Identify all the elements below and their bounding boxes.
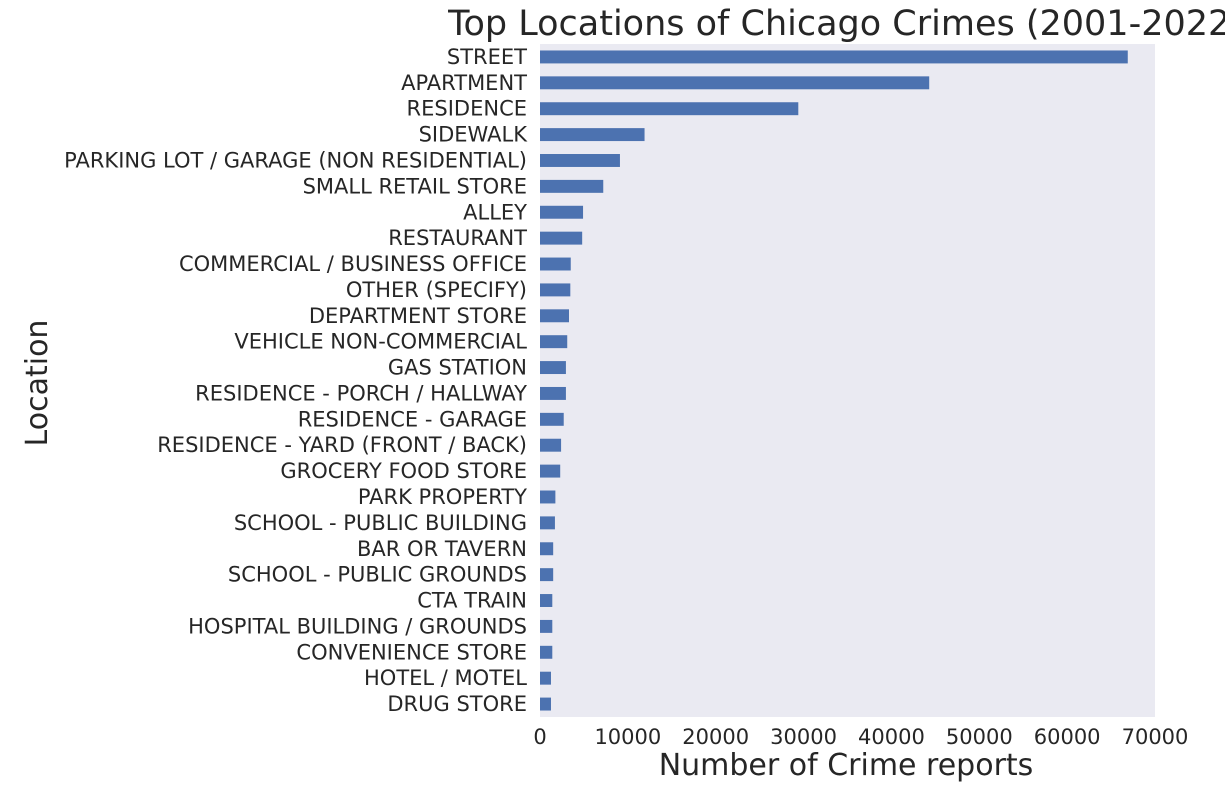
y-tick-label: HOTEL / MOTEL	[364, 666, 527, 690]
y-tick-label: RESTAURANT	[388, 226, 527, 250]
y-tick-label: ALLEY	[463, 200, 527, 224]
bar	[540, 594, 553, 607]
bar	[540, 257, 571, 271]
bar	[540, 76, 930, 90]
x-tick-label: 30000	[770, 725, 837, 749]
bar	[540, 283, 571, 297]
bar	[540, 619, 553, 633]
bar	[540, 154, 620, 167]
y-tick-label: CONVENIENCE STORE	[296, 640, 527, 664]
bar	[540, 516, 555, 530]
plot-area	[540, 44, 1155, 717]
bar	[540, 128, 645, 142]
x-tick-label: 60000	[1034, 725, 1101, 749]
y-tick-label: VEHICLE NON-COMMERCIAL	[234, 330, 527, 354]
y-tick-label: RESIDENCE - PORCH / HALLWAY	[195, 381, 527, 405]
y-tick-label: DEPARTMENT STORE	[309, 304, 527, 328]
bar	[540, 645, 553, 659]
bar	[540, 568, 554, 582]
bar	[540, 179, 604, 193]
bar	[540, 697, 551, 711]
x-tick-label: 0	[533, 725, 546, 749]
y-tick-label: GAS STATION	[388, 356, 527, 380]
y-tick-label: PARKING LOT / GARAGE (NON RESIDENTIAL)	[64, 148, 527, 172]
bar	[540, 50, 1128, 64]
y-tick-label: SCHOOL - PUBLIC GROUNDS	[228, 563, 527, 587]
y-tick-label: RESIDENCE	[407, 97, 527, 121]
bar	[540, 542, 554, 556]
y-tick-label: PARK PROPERTY	[358, 485, 527, 509]
y-tick-label: GROCERY FOOD STORE	[280, 459, 527, 483]
x-tick-label: 50000	[946, 725, 1013, 749]
bar	[540, 205, 584, 219]
y-tick-label: OTHER (SPECIFY)	[346, 278, 527, 302]
y-tick-label: RESIDENCE - GARAGE	[298, 407, 527, 431]
y-tick-label: HOSPITAL BUILDING / GROUNDS	[188, 614, 527, 638]
bar	[540, 464, 561, 478]
y-tick-label: SMALL RETAIL STORE	[303, 174, 527, 198]
y-tick-label: CTA TRAIN	[417, 589, 527, 613]
bar	[540, 309, 569, 323]
y-tick-label: RESIDENCE - YARD (FRONT / BACK)	[157, 433, 527, 457]
y-tick-label: STREET	[447, 45, 527, 69]
y-tick-labels: STREETAPARTMENTRESIDENCESIDEWALKPARKING …	[64, 45, 528, 716]
x-tick-label: 10000	[594, 725, 661, 749]
bar	[540, 438, 562, 452]
bar	[540, 231, 583, 245]
y-tick-label: COMMERCIAL / BUSINESS OFFICE	[179, 252, 527, 276]
x-tick-label: 20000	[682, 725, 749, 749]
chart-title: Top Locations of Chicago Crimes (2001-20…	[447, 4, 1225, 44]
bar	[540, 335, 568, 349]
y-tick-label: SCHOOL - PUBLIC BUILDING	[234, 511, 527, 535]
y-tick-label: SIDEWALK	[419, 123, 529, 147]
y-tick-label: APARTMENT	[401, 71, 527, 95]
y-tick-label: DRUG STORE	[387, 692, 527, 716]
y-axis-label: Location	[20, 320, 55, 447]
bar	[540, 671, 551, 685]
y-tick-label: BAR OR TAVERN	[357, 537, 527, 561]
bar	[540, 361, 566, 375]
x-axis-label: Number of Crime reports	[659, 748, 1034, 783]
bar	[540, 102, 799, 116]
x-tick-labels: 0 10000 20000 30000 40000 50000 60000 70000	[533, 725, 1188, 749]
bars-group	[540, 50, 1128, 711]
bar	[540, 386, 566, 400]
x-tick-label: 40000	[858, 725, 925, 749]
x-tick-label: 70000	[1122, 725, 1189, 749]
bar	[540, 412, 564, 426]
bar	[540, 490, 556, 504]
